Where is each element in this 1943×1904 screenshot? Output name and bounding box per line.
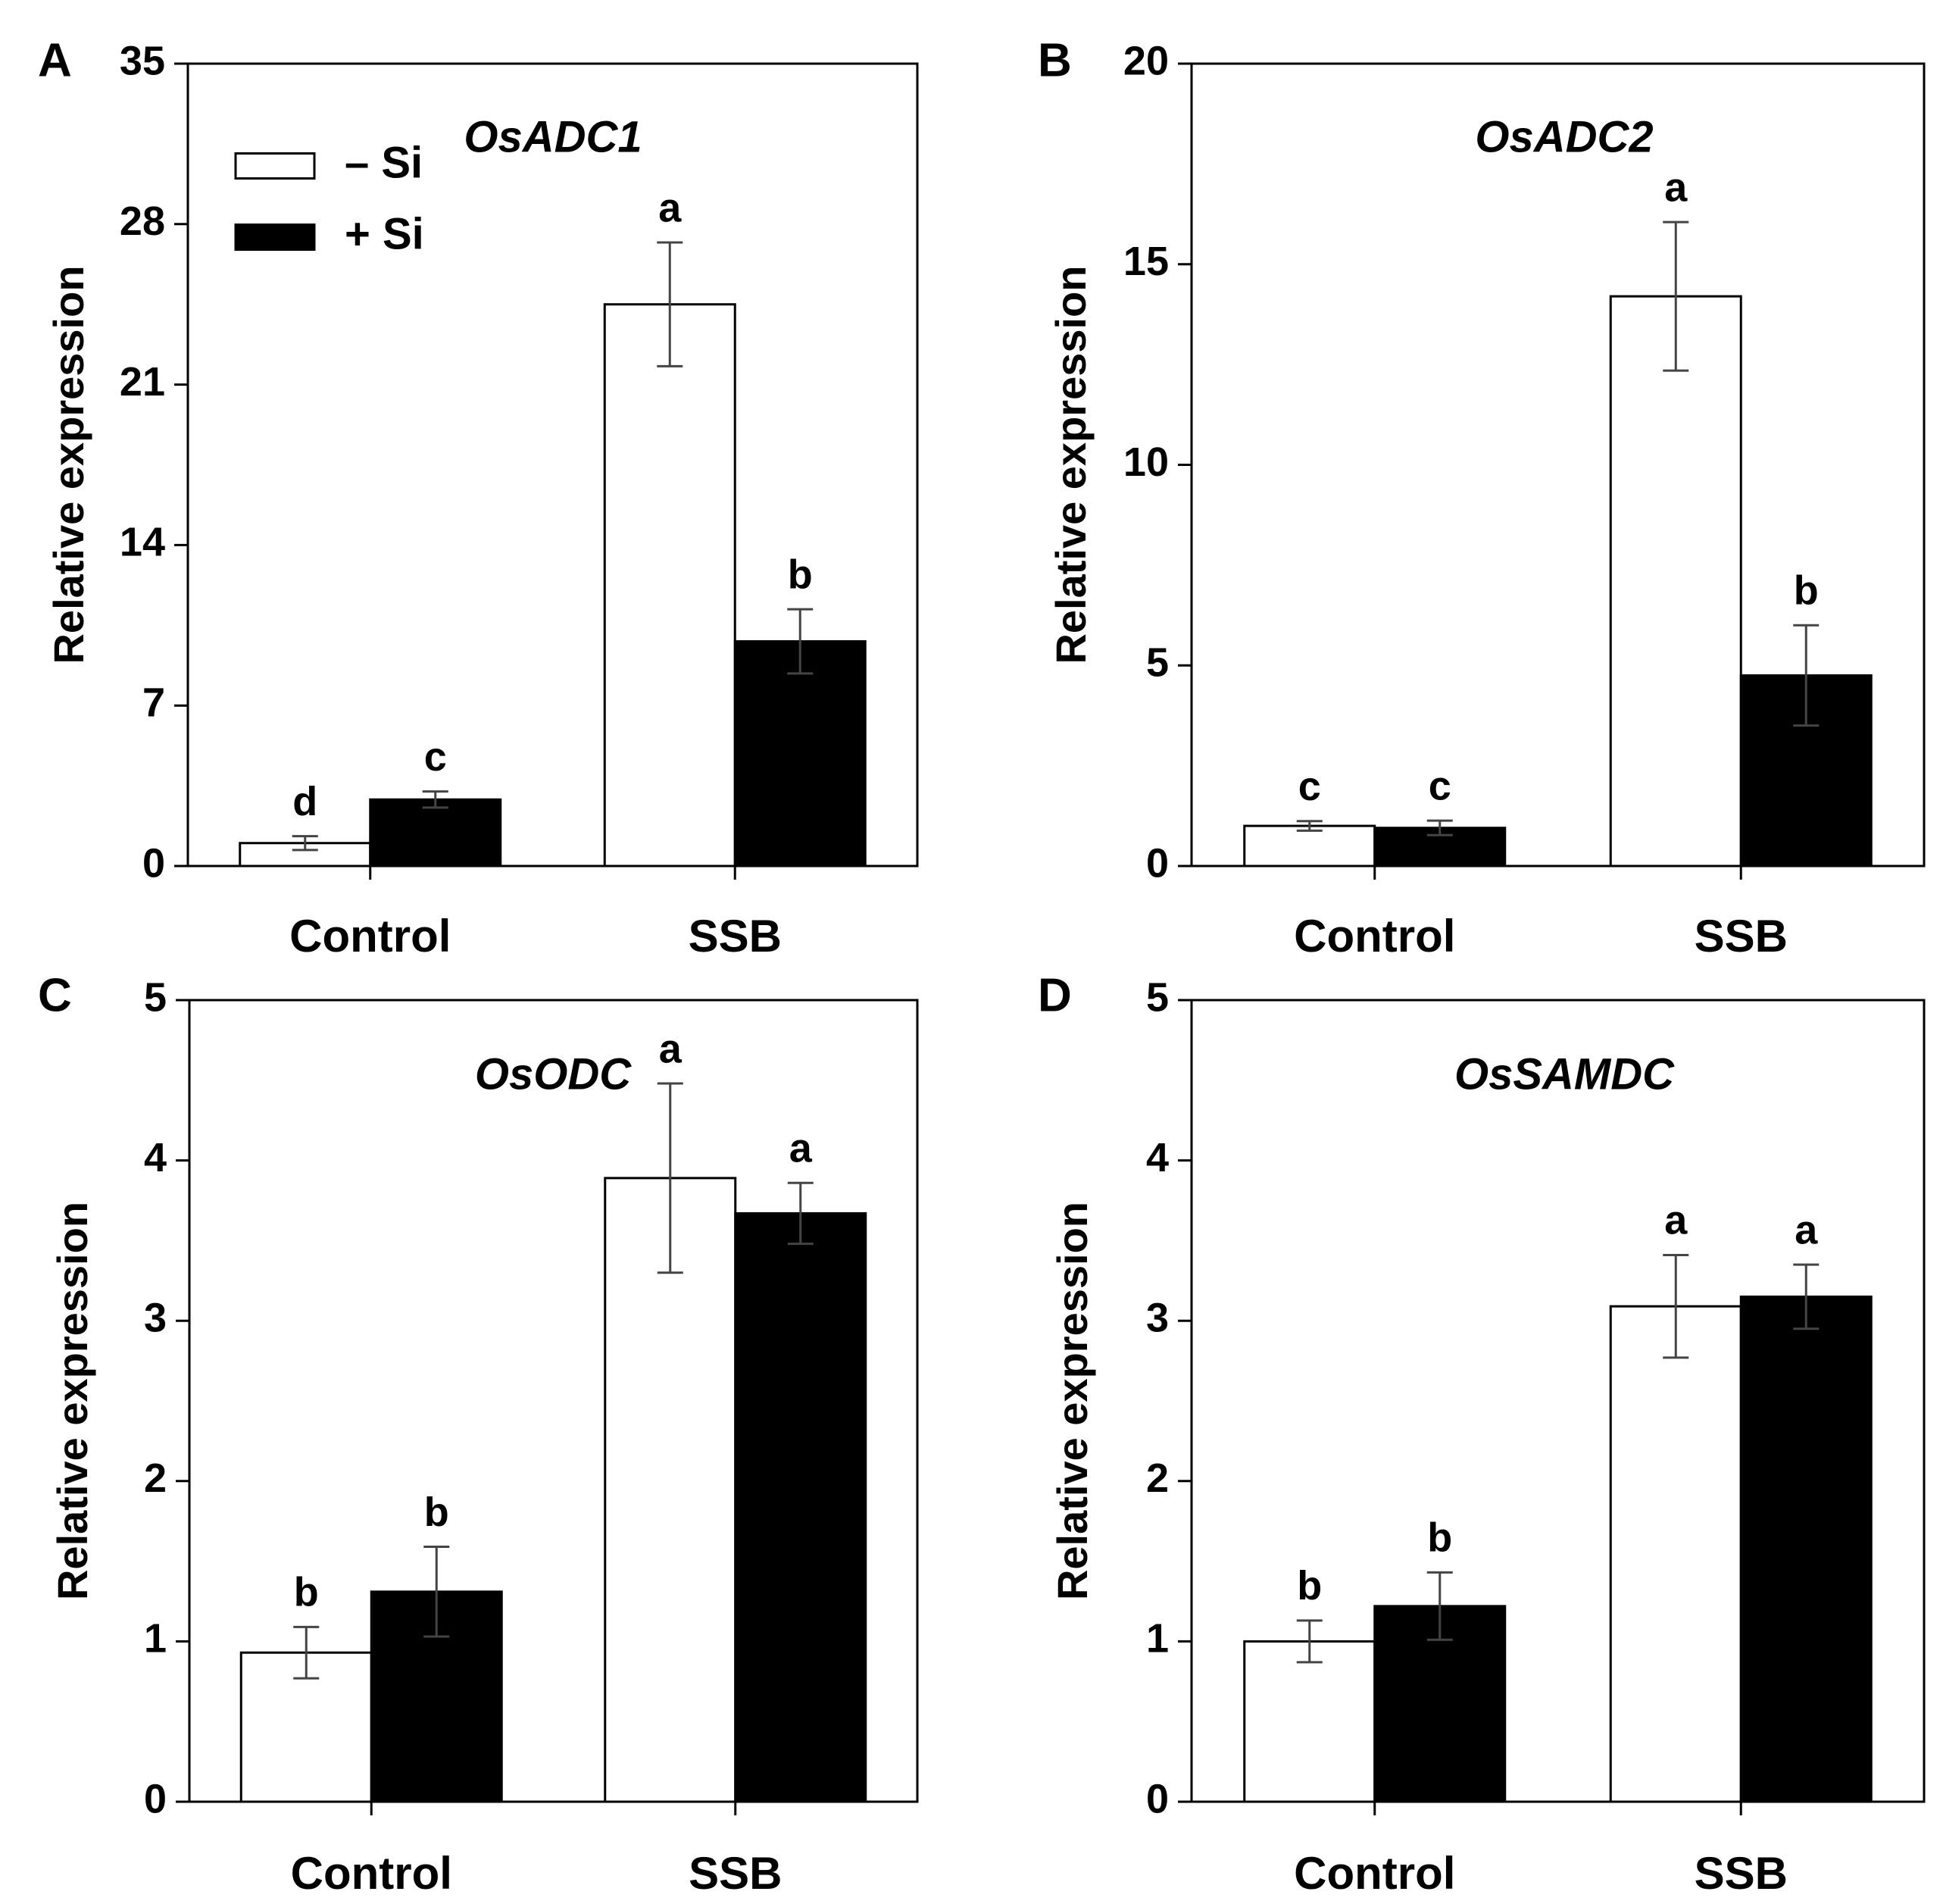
plot-frame [1190, 999, 1926, 1803]
y-tick-label: 5 [1146, 640, 1169, 686]
bar [1243, 1640, 1376, 1803]
y-tick-label: 20 [1123, 38, 1169, 83]
bar [603, 303, 736, 868]
legend-swatch [234, 224, 316, 251]
y-axis-label: Relative expression [1047, 265, 1095, 664]
x-tick-label: Control [289, 911, 451, 961]
x-tick-label: SSB [689, 911, 782, 961]
bar [1739, 1295, 1873, 1803]
y-tick-label: 28 [120, 199, 165, 244]
chart-title: OsADC1 [464, 112, 642, 161]
bar [1609, 295, 1742, 868]
legend-label: – Si [345, 138, 423, 187]
bar [733, 639, 867, 868]
y-tick-label: 4 [144, 1135, 167, 1180]
significance-letter: a [1664, 1198, 1688, 1243]
significance-letter: a [1795, 1207, 1818, 1252]
legend: – Si + Si [234, 138, 424, 258]
chart-title: OsADC2 [1475, 112, 1653, 161]
significance-letter: a [789, 1125, 813, 1171]
y-axis-label: Relative expression [1048, 1202, 1096, 1600]
y-tick-label: 2 [1146, 1455, 1169, 1501]
x-tick-label: Control [1294, 1848, 1455, 1899]
bar [1609, 1305, 1742, 1803]
panel-letter: C [38, 969, 72, 1021]
y-tick-label: 3 [144, 1295, 167, 1340]
x-tick-label: Control [1294, 911, 1455, 961]
x-tick-label: Control [291, 1848, 452, 1899]
panel-letter: B [1038, 34, 1072, 86]
y-axis-label: Relative expression [48, 1202, 96, 1600]
y-tick-label: 3 [1146, 1295, 1169, 1340]
bar [604, 1177, 737, 1803]
significance-letter: a [658, 185, 682, 230]
y-tick-label: 2 [144, 1455, 167, 1501]
x-tick-label: SSB [1695, 911, 1788, 961]
y-tick-label: 4 [1146, 1135, 1169, 1180]
y-tick-label: 1 [1146, 1616, 1169, 1662]
chart-title: OsSAMDC [1454, 1049, 1675, 1099]
bar [734, 1211, 867, 1803]
y-tick-label: 7 [142, 680, 165, 725]
y-tick-label: 10 [1123, 439, 1169, 485]
chart-title: OsODC [475, 1049, 632, 1099]
plot-frame [186, 62, 919, 868]
y-tick-label: 0 [144, 1776, 167, 1821]
plot-frame [188, 999, 919, 1803]
x-tick-label: SSB [689, 1848, 782, 1899]
x-tick-label: SSB [1695, 1848, 1788, 1899]
y-tick-label: 1 [144, 1616, 167, 1662]
panel-letter: D [1038, 969, 1072, 1021]
y-tick-label: 15 [1123, 239, 1169, 284]
significance-letter: a [1664, 164, 1688, 210]
significance-letter: b [1794, 568, 1819, 614]
panel-letter: A [38, 34, 72, 86]
panel-d: D OsSAMDC 0 1 2 3 4 5 Relative expression Control… [1038, 969, 1926, 1899]
significance-letter: a [659, 1026, 683, 1071]
significance-letter: b [788, 552, 813, 597]
legend-swatch [234, 152, 316, 180]
significance-letter: c [1298, 764, 1321, 809]
bar [1243, 824, 1376, 868]
y-tick-label: 5 [1146, 974, 1169, 1020]
legend-label: + Si [345, 209, 424, 258]
significance-letter: c [1429, 763, 1451, 808]
significance-letter: b [1297, 1563, 1322, 1609]
y-tick-label: 14 [120, 520, 165, 565]
bar [369, 798, 502, 868]
y-tick-label: 35 [120, 38, 165, 83]
y-tick-label: 0 [142, 840, 165, 886]
significance-letter: b [294, 1570, 319, 1615]
y-tick-label: 21 [120, 359, 165, 405]
panel-c: C OsODC 0 1 2 3 4 5 Relative expression Control SS… [38, 969, 919, 1899]
significance-letter: d [292, 779, 317, 824]
y-tick-label: 0 [1146, 840, 1169, 886]
y-tick-label: 0 [1146, 1776, 1169, 1821]
panel-a: A OsADC1 0 7 14 21 28 35 Relative expression Cont… [38, 34, 919, 961]
y-axis-label: Relative expression [45, 265, 92, 664]
significance-letter: b [424, 1490, 449, 1535]
significance-letter: c [424, 734, 447, 780]
panel-b: B OsADC2 0 5 10 15 20 Relative expression Contro… [1038, 34, 1926, 961]
y-tick-label: 5 [144, 974, 167, 1020]
significance-letter: b [1427, 1515, 1452, 1561]
